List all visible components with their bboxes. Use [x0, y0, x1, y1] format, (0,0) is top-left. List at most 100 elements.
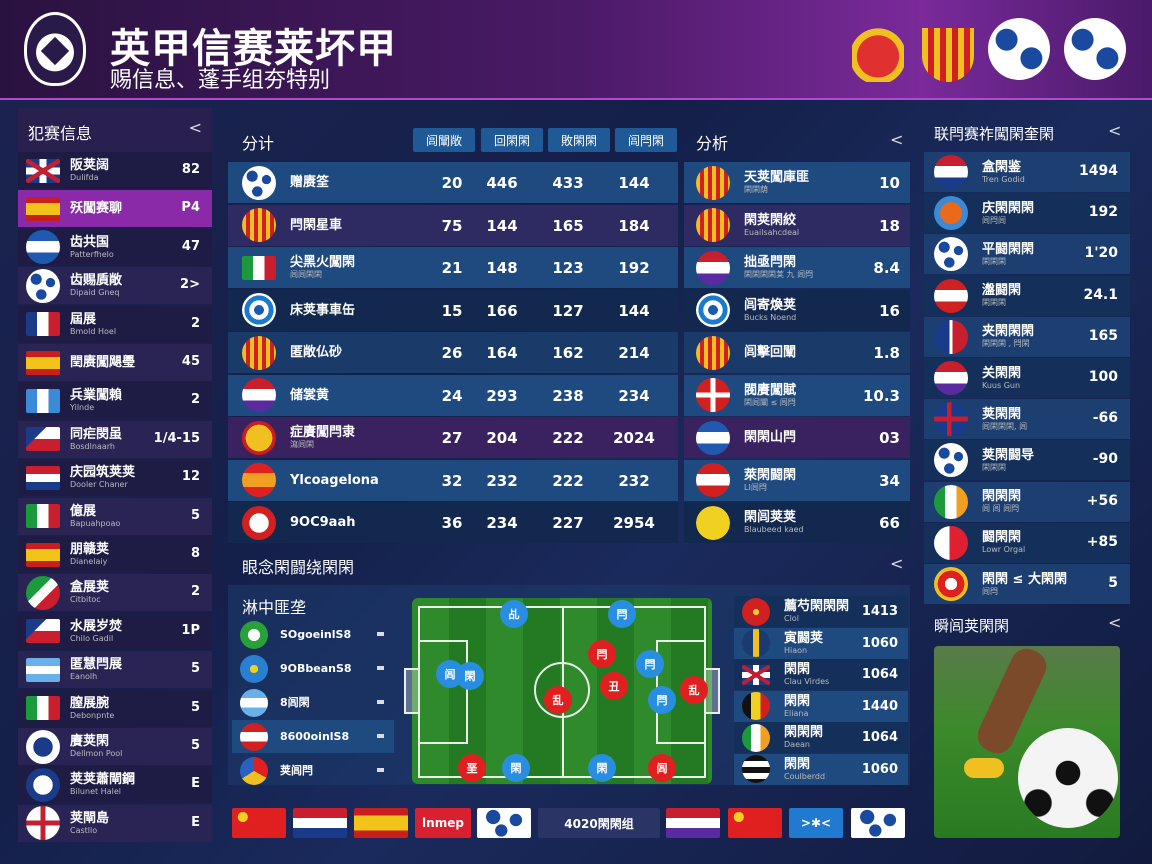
- lineup-stat-row[interactable]: 閑閑 Coulberdd 1060: [734, 753, 908, 785]
- footer-item-ball[interactable]: [851, 808, 905, 838]
- sidebar-item[interactable]: 膣展腕 Debonpnte 5: [18, 689, 212, 727]
- column-header-button[interactable]: 闾閂閑: [615, 128, 677, 152]
- sidebar-item[interactable]: 同疟閔虽 Bosdlnaarh 1/4-15: [18, 420, 212, 458]
- collapse-icon[interactable]: <: [1108, 613, 1122, 632]
- pitch-player-marker[interactable]: 閑: [588, 754, 616, 782]
- pitch-player-marker[interactable]: 乱: [544, 686, 572, 714]
- sidebar-item[interactable]: 億展 Bapuahpoao 5: [18, 497, 212, 535]
- sidebar-item[interactable]: 荚閘島 Castllo E: [18, 804, 212, 842]
- table-row[interactable]: 尖黑火闖閑 闾闾閑閑 21 148 123 192: [228, 247, 678, 288]
- table-row[interactable]: 9OC9aah 36 234 227 2954: [228, 502, 678, 543]
- sidebar-item[interactable]: 匿慧閂展 Eanolh 5: [18, 651, 212, 689]
- footer-item-netherlands[interactable]: [293, 808, 347, 838]
- standings-row[interactable]: 荚閑闘导 閑閑閑 -90: [924, 440, 1130, 481]
- analysis-row[interactable]: 閥賡闖賦 閑闾闡 ≤ 闾閂 10.3: [684, 374, 910, 416]
- feature-image: [934, 646, 1120, 838]
- menu-handle-icon[interactable]: [377, 700, 384, 704]
- pitch-player-marker[interactable]: 闾: [648, 754, 676, 782]
- lineup-stat-row[interactable]: 寅闘荚 Hiaon 1060: [734, 627, 908, 659]
- footer-item-china[interactable]: [232, 808, 286, 838]
- standings-row[interactable]: 荚閑閑 闾閑閑閑, 闾 -66: [924, 399, 1130, 440]
- name-block: 閑閑 Eliana: [784, 694, 810, 719]
- collapse-icon[interactable]: <: [1108, 121, 1122, 140]
- pitch-player-marker[interactable]: 閂: [608, 600, 636, 628]
- menu-handle-icon[interactable]: [377, 768, 384, 772]
- collapse-icon[interactable]: <: [890, 554, 904, 573]
- standings-row[interactable]: 夹閑閑閑 閑閑閑 , 閂閑 165: [924, 316, 1130, 357]
- pitch-player-marker[interactable]: 閂: [648, 686, 676, 714]
- sidebar-item[interactable]: 殀闖赛聊 P4: [18, 190, 212, 228]
- sidebar-item[interactable]: 屆展 Bmold Hoel 2: [18, 305, 212, 343]
- footer-item-paraguay[interactable]: [666, 808, 720, 838]
- pitch-player-marker[interactable]: 閂: [588, 640, 616, 668]
- table-row[interactable]: 症賡闖閂隶 瀉闾閑 27 204 222 2024: [228, 417, 678, 458]
- footer-item-ball[interactable]: [477, 808, 531, 838]
- standings-row[interactable]: 闘閑閑 Lowr Orgal +85: [924, 522, 1130, 563]
- table-row[interactable]: 赠赓筌 20 446 433 144: [228, 162, 678, 203]
- lineup-stat-row[interactable]: 閑閑閑 Daean 1064: [734, 722, 908, 753]
- analysis-row[interactable]: 闾寄煥荚 Bucks Noend 16: [684, 289, 910, 331]
- table-row[interactable]: Ylcoagelona 32 232 222 232: [228, 459, 678, 501]
- footer-item-china[interactable]: [728, 808, 782, 838]
- analysis-row[interactable]: 閑荚閑絞 Euailsahcdeal 18: [684, 204, 910, 246]
- standings-row[interactable]: 庆閑閑閑 闾閂闾 192: [924, 193, 1130, 234]
- standings-row[interactable]: 关閑閑 Kuus Gun 100: [924, 358, 1130, 398]
- standings-row[interactable]: 閑閑閑闾 闾 闾閂 +56: [924, 481, 1130, 522]
- standings-row[interactable]: 盒閑鉴 Tren Godid 1494: [924, 152, 1130, 192]
- pitch-player-marker[interactable]: 閂: [636, 650, 664, 678]
- pitch-player-marker[interactable]: 乩: [500, 600, 528, 628]
- sidebar-item[interactable]: 賡荚閑 Dellmon Pool 5: [18, 728, 212, 765]
- team-subtitle: Dellmon Pool: [70, 749, 123, 758]
- analysis-row[interactable]: 閑閑山閂 03: [684, 417, 910, 458]
- sidebar-item[interactable]: 兵業闖賴 Yilnde 2: [18, 382, 212, 420]
- sidebar-item[interactable]: 水展岁焚 Chilo Gadil 1P: [18, 612, 212, 650]
- lineup-stat-row[interactable]: 閑閑 Clau Virdes 1064: [734, 659, 908, 690]
- column-header-button[interactable]: 闾闡敞: [413, 128, 475, 152]
- lineup-player[interactable]: 8600oinlS8: [232, 720, 394, 753]
- table-row[interactable]: 匿敞仏砂 26 164 162 214: [228, 332, 678, 373]
- lineup-stat-row[interactable]: 閑閑 Eliana 1440: [734, 690, 908, 722]
- table-row[interactable]: 储裳黄 24 293 238 234: [228, 374, 678, 416]
- sidebar-item[interactable]: 庆园筑荚荚 Dooler Chaner 12: [18, 459, 212, 497]
- analysis-row[interactable]: 閑闾荚荚 Blaubeed kaed 66: [684, 502, 910, 543]
- footer-item-lmep[interactable]: lnmep: [415, 808, 471, 838]
- lineup-player[interactable]: 9OBbeanS8: [232, 652, 394, 685]
- pitch-player-marker[interactable]: 乱: [680, 676, 708, 704]
- analysis-row[interactable]: 拙亟閂閑 閑閑閑閑荚 九 闾閂 8.4: [684, 247, 910, 288]
- sidebar-item[interactable]: 盒展荚 Citbitoc 2: [18, 574, 212, 612]
- analysis-row[interactable]: 天荚闖庫匪 閑閑荫 10: [684, 162, 910, 203]
- standings-row[interactable]: 平闘閑閑 閑閑閑 1'20: [924, 234, 1130, 275]
- table-row[interactable]: 閂閑星車 75 144 165 184: [228, 204, 678, 246]
- footer-item-blue-star[interactable]: >✱<: [789, 808, 843, 838]
- sidebar-item[interactable]: 阪荚阔 Dulifda 82: [18, 152, 212, 189]
- sidebar-item[interactable]: 齿赐貭敞 Dipaid Gneq 2>: [18, 267, 212, 305]
- pitch-player-marker[interactable]: 闾: [436, 660, 464, 688]
- table-row[interactable]: 床荚事車缶 15 166 127 144: [228, 289, 678, 331]
- analysis-row[interactable]: 闾擊回闡 1.8: [684, 332, 910, 373]
- sidebar-item[interactable]: 荚荚蕭閘鋼 Bilunet Halel E: [18, 766, 212, 804]
- menu-handle-icon[interactable]: [377, 734, 384, 738]
- column-header-button[interactable]: 回閑閑: [481, 128, 543, 152]
- pitch-player-marker[interactable]: 丑: [600, 672, 628, 700]
- sidebar-item[interactable]: 齿共国 Patterfhelo 47: [18, 228, 212, 266]
- footer-item-spain[interactable]: [354, 808, 408, 838]
- menu-handle-icon[interactable]: [377, 632, 384, 636]
- lineup-player[interactable]: 荚闾閂: [232, 754, 394, 787]
- lineup-stat-row[interactable]: 薦芍閑閑閑 Clol 1413: [734, 596, 908, 627]
- sidebar-item[interactable]: 閏赓闖飓璺 45: [18, 344, 212, 381]
- standings-row[interactable]: 閑閑 ≤ 大閑閑 闾閂 5: [924, 564, 1130, 604]
- name-block: 閑閑閑 Daean: [784, 725, 823, 750]
- pitch-player-marker[interactable]: 閑: [502, 754, 530, 782]
- collapse-icon[interactable]: <: [890, 130, 904, 149]
- lineup-player[interactable]: SOgoeinlS8: [232, 618, 394, 651]
- column-header-button[interactable]: 敗閑閑: [548, 128, 610, 152]
- analysis-row[interactable]: 萊閑闘閑 LI闾閂 34: [684, 459, 910, 501]
- team-subtitle: 閑閑閑: [982, 298, 1006, 308]
- footer-item-text[interactable]: 4020閑閑组: [538, 808, 660, 838]
- collapse-icon[interactable]: <: [188, 118, 202, 137]
- pitch-player-marker[interactable]: 垩: [458, 754, 486, 782]
- menu-handle-icon[interactable]: [377, 666, 384, 670]
- standings-row[interactable]: 瀊闘閑 閑閑閑 24.1: [924, 275, 1130, 316]
- sidebar-item[interactable]: 朋赣荚 Dianelaiy 8: [18, 536, 212, 573]
- lineup-player[interactable]: 8闾閑: [232, 686, 394, 719]
